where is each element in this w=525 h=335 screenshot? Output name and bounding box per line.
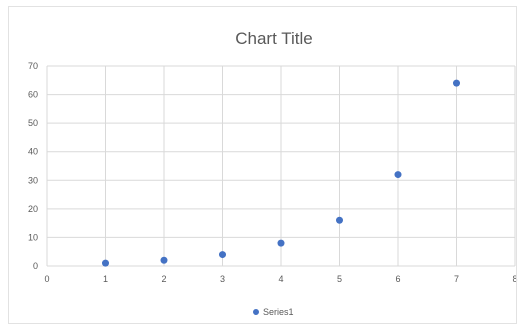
x-tick-label: 8: [512, 274, 517, 284]
data-point-5: [336, 216, 343, 224]
data-point-1: [102, 259, 109, 267]
x-tick-label: 2: [161, 274, 166, 284]
y-tick-label: 20: [28, 204, 38, 214]
chart-title: Chart Title: [235, 29, 312, 48]
data-point-3: [219, 251, 226, 259]
x-tick-label: 7: [454, 274, 459, 284]
legend-marker: [253, 309, 259, 315]
x-tick-label: 3: [220, 274, 225, 284]
data-point-7: [453, 79, 460, 87]
x-tick-label: 5: [337, 274, 342, 284]
data-point-4: [277, 239, 285, 247]
y-tick-label: 50: [28, 118, 38, 128]
x-tick-label: 6: [395, 274, 400, 284]
y-tick-label: 40: [28, 147, 38, 157]
axis-tick-labels: 0 10 20 30 40 50 60 70 0 1 2 3 4 5 6 7 8: [28, 61, 518, 284]
x-tick-label: 4: [278, 274, 283, 284]
legend-label-series1: Series1: [263, 307, 294, 317]
data-points: [102, 79, 460, 267]
y-tick-label: 30: [28, 175, 38, 185]
y-tick-label: 0: [33, 261, 38, 271]
gridlines: [46, 65, 516, 267]
x-tick-label: 0: [44, 274, 49, 284]
y-tick-label: 70: [28, 61, 38, 71]
data-point-2: [160, 256, 168, 264]
data-point-6: [394, 171, 402, 179]
y-tick-label: 60: [28, 90, 38, 100]
x-tick-label: 1: [103, 274, 108, 284]
legend: Series1: [253, 307, 294, 317]
y-tick-label: 10: [28, 232, 38, 242]
